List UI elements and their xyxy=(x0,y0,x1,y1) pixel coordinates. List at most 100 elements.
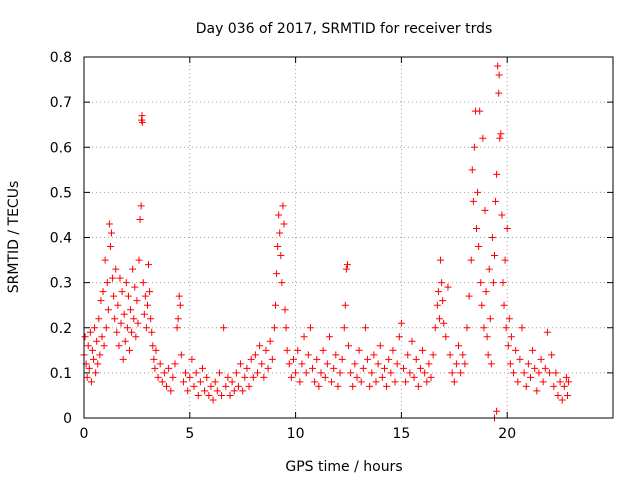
data-point xyxy=(485,265,493,273)
data-point xyxy=(332,351,340,359)
data-point xyxy=(477,279,485,287)
data-point xyxy=(459,351,467,359)
data-point xyxy=(135,256,143,264)
data-point xyxy=(124,292,132,300)
data-point xyxy=(391,378,399,386)
data-point xyxy=(461,360,469,368)
data-point xyxy=(340,324,348,332)
data-point xyxy=(404,351,412,359)
data-point xyxy=(311,378,319,386)
data-point xyxy=(489,279,497,287)
data-point xyxy=(174,315,182,323)
data-point xyxy=(495,89,503,97)
data-point xyxy=(95,315,103,323)
data-point xyxy=(351,360,359,368)
data-point xyxy=(478,301,486,309)
data-point xyxy=(281,306,289,314)
data-point xyxy=(507,333,515,341)
data-point xyxy=(230,387,238,395)
data-point xyxy=(537,355,545,363)
data-point xyxy=(93,337,101,345)
data-point xyxy=(345,342,352,350)
data-point xyxy=(218,391,226,399)
data-point xyxy=(150,355,158,363)
data-point xyxy=(249,373,257,381)
y-tick-label: 0.2 xyxy=(50,321,72,337)
data-point xyxy=(550,382,558,390)
data-point xyxy=(165,364,173,372)
data-point xyxy=(504,342,512,350)
data-point xyxy=(498,211,506,219)
data-point xyxy=(414,382,422,390)
data-point xyxy=(370,351,378,359)
x-axis-label: GPS time / hours xyxy=(285,459,402,475)
data-point xyxy=(450,378,458,386)
data-point xyxy=(139,279,147,287)
data-point xyxy=(120,310,128,318)
y-tick-label: 0.8 xyxy=(50,50,72,66)
data-point xyxy=(211,378,219,386)
data-point xyxy=(245,382,253,390)
data-point xyxy=(565,378,573,386)
data-point xyxy=(552,369,560,377)
data-point xyxy=(455,342,463,350)
data-point xyxy=(328,378,336,386)
data-point xyxy=(480,324,488,332)
data-point xyxy=(556,378,564,386)
data-point xyxy=(280,220,288,228)
data-point xyxy=(276,229,284,237)
data-point xyxy=(518,324,526,332)
data-point xyxy=(484,351,492,359)
data-point xyxy=(83,373,91,381)
data-point xyxy=(440,319,448,327)
data-point xyxy=(539,378,547,386)
data-point xyxy=(366,382,374,390)
data-point xyxy=(256,342,264,350)
data-point xyxy=(473,224,481,232)
data-point xyxy=(273,270,281,278)
data-point xyxy=(437,256,445,264)
data-point xyxy=(541,364,549,372)
data-point xyxy=(296,378,304,386)
data-point xyxy=(383,382,391,390)
data-point xyxy=(448,369,456,377)
data-point xyxy=(138,112,146,120)
data-point xyxy=(112,265,120,273)
data-point xyxy=(457,369,465,377)
x-tick-label: 0 xyxy=(80,426,89,442)
data-point xyxy=(400,364,408,372)
data-point xyxy=(558,396,566,404)
data-point xyxy=(152,346,160,354)
data-point xyxy=(146,288,154,296)
data-point xyxy=(130,315,138,323)
data-point xyxy=(502,324,510,332)
data-point xyxy=(468,166,476,174)
data-point xyxy=(300,333,308,341)
data-point xyxy=(234,382,242,390)
data-point xyxy=(266,337,274,345)
data-point xyxy=(262,346,270,354)
data-point xyxy=(452,360,460,368)
data-point xyxy=(116,274,124,282)
data-point xyxy=(355,346,363,354)
data-point xyxy=(421,369,429,377)
data-point xyxy=(177,351,185,359)
data-point xyxy=(103,279,111,287)
data-point xyxy=(562,373,570,381)
data-point xyxy=(274,243,282,251)
data-point xyxy=(125,346,133,354)
data-point xyxy=(213,387,221,395)
data-point xyxy=(215,369,223,377)
data-point xyxy=(470,143,478,151)
data-point xyxy=(122,279,130,287)
data-point xyxy=(285,360,293,368)
data-point xyxy=(482,288,490,296)
data-point xyxy=(488,234,496,241)
data-point xyxy=(499,279,507,287)
data-point xyxy=(416,364,424,372)
data-point xyxy=(495,71,503,79)
data-point xyxy=(158,378,166,386)
data-point xyxy=(134,319,142,327)
data-point xyxy=(106,243,114,251)
data-point xyxy=(84,342,92,350)
